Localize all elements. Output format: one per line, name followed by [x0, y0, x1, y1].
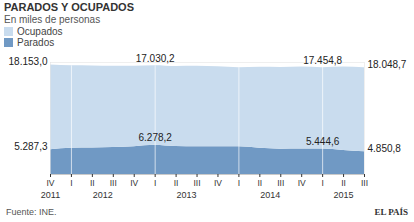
html-text:En miles de personas: En miles de personas — [4, 14, 101, 25]
html-text:PARADOS Y OCUPADOS: PARADOS Y OCUPADOS — [4, 1, 134, 13]
svg-text:II: II — [257, 178, 262, 188]
html-text:Ocupados: Ocupados — [17, 26, 63, 37]
svg-text:18.048,7: 18.048,7 — [368, 59, 407, 70]
svg-text:2011: 2011 — [41, 190, 60, 200]
svg-text:I: I — [70, 178, 72, 188]
svg-text:I: I — [154, 178, 156, 188]
svg-text:IV: IV — [130, 178, 138, 188]
svg-text:4.850,8: 4.850,8 — [368, 143, 402, 154]
svg-text:2012: 2012 — [93, 190, 113, 200]
svg-text:17.030,2: 17.030,2 — [136, 53, 175, 64]
svg-text:18.153,0: 18.153,0 — [9, 56, 48, 67]
svg-text:II: II — [174, 178, 179, 188]
svg-text:17.454,8: 17.454,8 — [303, 55, 342, 66]
svg-text:5.444,6: 5.444,6 — [306, 136, 340, 147]
svg-text:III: III — [277, 178, 284, 188]
html-text:Fuente: INE.: Fuente: INE. — [6, 207, 57, 217]
svg-text:6.278,2: 6.278,2 — [138, 132, 172, 143]
svg-text:II: II — [341, 178, 346, 188]
svg-text:2014: 2014 — [260, 190, 280, 200]
svg-text:III: III — [110, 178, 117, 188]
svg-text:IV: IV — [214, 178, 222, 188]
svg-text:2013: 2013 — [177, 190, 197, 200]
svg-text:IV: IV — [46, 178, 54, 188]
html-text:Parados: Parados — [17, 37, 55, 48]
html-text:EL PAÍS: EL PAÍS — [374, 207, 408, 217]
svg-text:IV: IV — [298, 178, 306, 188]
svg-text:II: II — [90, 178, 95, 188]
svg-text:2015: 2015 — [334, 190, 354, 200]
svg-text:III: III — [361, 178, 368, 188]
svg-text:I: I — [238, 178, 240, 188]
svg-text:5.287,3: 5.287,3 — [14, 141, 48, 152]
svg-text:I: I — [321, 178, 323, 188]
svg-text:III: III — [193, 178, 200, 188]
